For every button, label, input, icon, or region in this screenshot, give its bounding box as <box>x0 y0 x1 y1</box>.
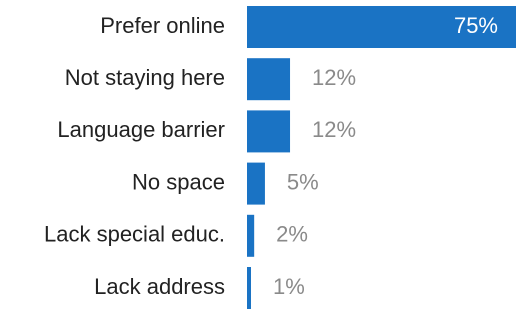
bar <box>247 214 255 257</box>
value-label: 2% <box>276 222 308 247</box>
value-label: 75% <box>454 13 498 38</box>
category-label: No space <box>132 169 225 194</box>
category-label: Lack address <box>94 274 225 299</box>
category-label: Language barrier <box>57 117 225 142</box>
value-label: 12% <box>312 117 356 142</box>
bar <box>247 110 291 153</box>
bar <box>247 58 291 101</box>
category-label: Prefer online <box>100 13 225 38</box>
value-label: 1% <box>273 274 305 299</box>
bar <box>247 6 516 48</box>
value-label: 5% <box>287 169 319 194</box>
category-label: Not staying here <box>65 65 225 90</box>
bar <box>247 267 251 309</box>
bar <box>247 162 265 205</box>
value-label: 12% <box>312 65 356 90</box>
category-label: Lack special educ. <box>44 222 225 247</box>
